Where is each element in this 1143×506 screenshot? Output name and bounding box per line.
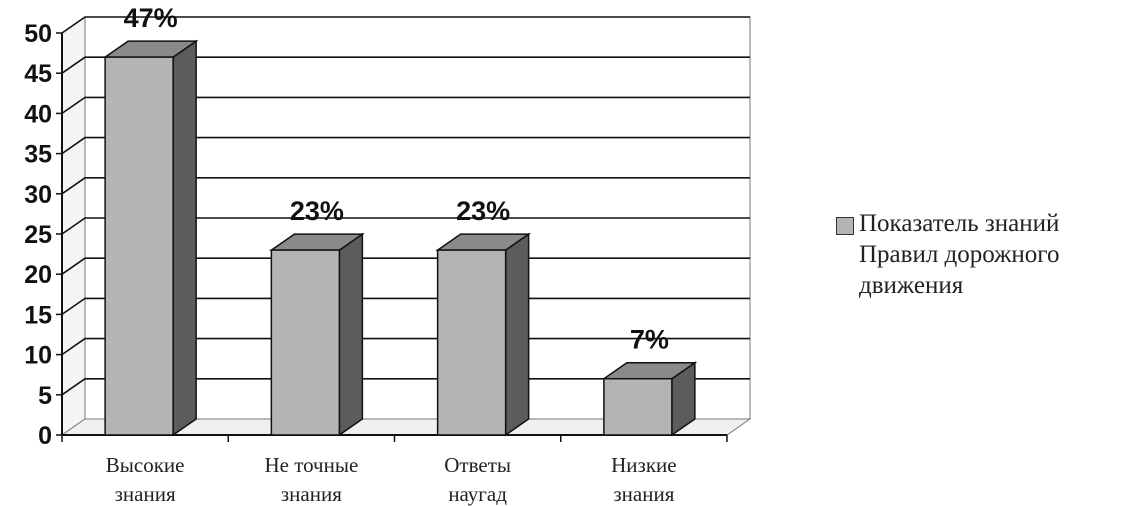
y-tick-label: 45: [24, 60, 52, 88]
gridline: [61, 96, 750, 115]
bar: [270, 249, 341, 436]
data-label: 23%: [456, 196, 510, 226]
y-tick-label: 25: [24, 221, 52, 249]
data-label: 23%: [290, 196, 344, 226]
gridline: [61, 16, 750, 34]
data-label: 47%: [124, 3, 178, 33]
bar-side: [172, 39, 197, 437]
y-tick-label: 20: [24, 261, 52, 289]
legend-line-2: Правил дорожного: [859, 241, 1060, 268]
legend-line-3: движения: [859, 272, 964, 299]
category-label: Не точные: [264, 453, 358, 477]
category-label: знания: [613, 482, 674, 506]
gridline: [61, 136, 750, 155]
bar: [104, 56, 174, 436]
legend: Показатель знаний Правил дорожного движе…: [836, 208, 1136, 301]
y-tick-label: 30: [24, 181, 52, 209]
category-label: знания: [281, 482, 342, 506]
gridline: [61, 56, 750, 74]
bar: [603, 377, 673, 436]
y-tick-label: 5: [38, 382, 52, 410]
data-label: 7%: [630, 325, 669, 355]
y-tick-label: 15: [24, 301, 52, 329]
gridline: [61, 217, 750, 235]
category-label: наугад: [448, 482, 507, 506]
bar-side: [338, 232, 364, 437]
y-tick-label: 40: [24, 100, 52, 128]
y-tick-label: 10: [24, 342, 52, 370]
category-label: знания: [115, 482, 176, 506]
bar-chart: 0 5 10 15 20 25 30 35 40 45 50 47% Высокие знания 23% Н…: [24, 3, 752, 506]
legend-swatch: [836, 217, 854, 235]
category-label: Высокие: [106, 453, 185, 477]
y-tick-label: 0: [38, 422, 52, 450]
category-label: Ответы: [444, 453, 511, 477]
legend-line-1: Показатель знаний: [859, 210, 1060, 237]
y-tick-label: 35: [24, 141, 52, 169]
y-tick-label: 50: [24, 20, 52, 48]
gridline: [61, 177, 750, 195]
bar-side: [504, 232, 530, 437]
category-label: Низкие: [611, 453, 676, 477]
bar: [436, 249, 507, 436]
